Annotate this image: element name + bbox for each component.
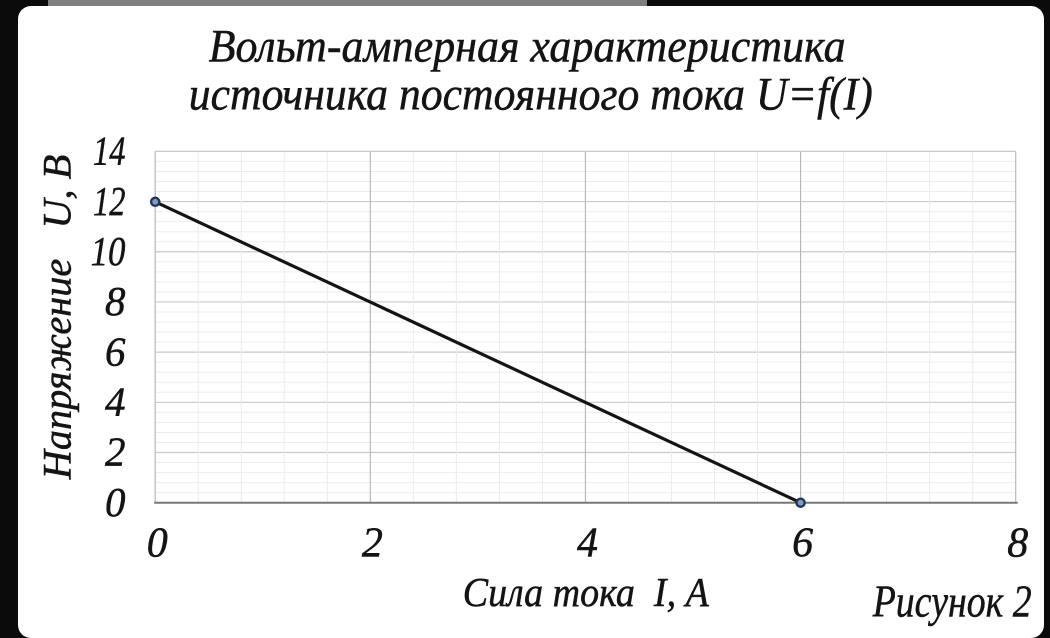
svg-text:Вольт-амперная характеристика: Вольт-амперная характеристика [209, 21, 846, 73]
svg-text:6: 6 [105, 328, 126, 374]
svg-text:8: 8 [1007, 521, 1028, 567]
svg-text:12: 12 [93, 178, 125, 224]
svg-text:Сила тока I, А: Сила тока I, А [463, 569, 710, 615]
svg-text:2: 2 [105, 429, 126, 475]
svg-text:8: 8 [105, 278, 126, 324]
svg-text:Напряжение U, В: Напряжение U, В [35, 155, 80, 481]
svg-text:0: 0 [105, 479, 126, 525]
svg-text:2: 2 [362, 521, 383, 567]
svg-text:0: 0 [147, 521, 168, 567]
svg-text:4: 4 [577, 521, 598, 567]
svg-text:источника постоянного тока U=f: источника постоянного тока U=f(I) [189, 69, 873, 121]
svg-text:10: 10 [91, 228, 126, 274]
svg-text:14: 14 [93, 128, 126, 174]
svg-text:6: 6 [792, 521, 813, 567]
svg-text:Рисунок 2: Рисунок 2 [872, 576, 1032, 627]
svg-text:4: 4 [105, 379, 126, 425]
